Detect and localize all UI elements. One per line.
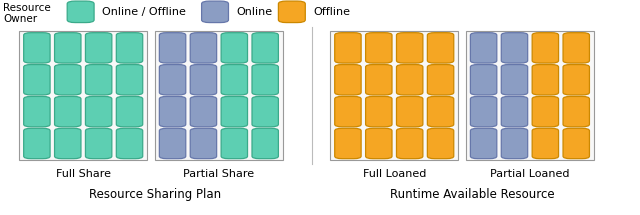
Text: Full Share: Full Share — [56, 169, 111, 179]
FancyBboxPatch shape — [428, 33, 454, 63]
FancyBboxPatch shape — [159, 33, 186, 63]
FancyBboxPatch shape — [252, 128, 278, 159]
FancyBboxPatch shape — [470, 33, 497, 63]
FancyBboxPatch shape — [532, 64, 559, 95]
FancyBboxPatch shape — [252, 64, 278, 95]
FancyBboxPatch shape — [159, 64, 186, 95]
FancyBboxPatch shape — [19, 31, 147, 160]
FancyBboxPatch shape — [278, 1, 305, 23]
FancyBboxPatch shape — [501, 64, 528, 95]
FancyBboxPatch shape — [116, 96, 143, 127]
FancyBboxPatch shape — [335, 96, 361, 127]
FancyBboxPatch shape — [330, 31, 458, 160]
FancyBboxPatch shape — [365, 33, 392, 63]
FancyBboxPatch shape — [159, 128, 186, 159]
Text: Resource Sharing Plan: Resource Sharing Plan — [90, 188, 221, 201]
FancyBboxPatch shape — [221, 64, 248, 95]
Text: Offline: Offline — [313, 7, 350, 17]
Text: Online / Offline: Online / Offline — [102, 7, 186, 17]
FancyBboxPatch shape — [221, 128, 248, 159]
FancyBboxPatch shape — [563, 128, 589, 159]
Text: Runtime Available Resource: Runtime Available Resource — [390, 188, 555, 201]
FancyBboxPatch shape — [470, 96, 497, 127]
FancyBboxPatch shape — [466, 31, 594, 160]
Text: Online: Online — [236, 7, 272, 17]
FancyBboxPatch shape — [532, 96, 559, 127]
Text: Partial Share: Partial Share — [183, 169, 255, 179]
FancyBboxPatch shape — [116, 64, 143, 95]
FancyBboxPatch shape — [24, 128, 50, 159]
FancyBboxPatch shape — [54, 64, 81, 95]
FancyBboxPatch shape — [86, 33, 112, 63]
FancyBboxPatch shape — [252, 33, 278, 63]
FancyBboxPatch shape — [116, 128, 143, 159]
FancyBboxPatch shape — [428, 96, 454, 127]
FancyBboxPatch shape — [563, 33, 589, 63]
FancyBboxPatch shape — [532, 33, 559, 63]
FancyBboxPatch shape — [221, 33, 248, 63]
FancyBboxPatch shape — [221, 96, 248, 127]
FancyBboxPatch shape — [252, 96, 278, 127]
FancyBboxPatch shape — [54, 128, 81, 159]
FancyBboxPatch shape — [501, 128, 528, 159]
FancyBboxPatch shape — [67, 1, 94, 23]
FancyBboxPatch shape — [190, 128, 216, 159]
FancyBboxPatch shape — [335, 64, 361, 95]
FancyBboxPatch shape — [24, 64, 50, 95]
FancyBboxPatch shape — [202, 1, 228, 23]
FancyBboxPatch shape — [563, 96, 589, 127]
Text: Resource
Owner: Resource Owner — [3, 3, 51, 24]
FancyBboxPatch shape — [397, 96, 423, 127]
FancyBboxPatch shape — [397, 33, 423, 63]
FancyBboxPatch shape — [501, 96, 528, 127]
FancyBboxPatch shape — [563, 64, 589, 95]
FancyBboxPatch shape — [190, 96, 216, 127]
FancyBboxPatch shape — [470, 128, 497, 159]
FancyBboxPatch shape — [54, 96, 81, 127]
FancyBboxPatch shape — [24, 96, 50, 127]
Text: Full Loaned: Full Loaned — [362, 169, 426, 179]
FancyBboxPatch shape — [397, 128, 423, 159]
FancyBboxPatch shape — [365, 64, 392, 95]
FancyBboxPatch shape — [190, 64, 216, 95]
FancyBboxPatch shape — [86, 128, 112, 159]
Text: Partial Loaned: Partial Loaned — [490, 169, 570, 179]
FancyBboxPatch shape — [24, 33, 50, 63]
FancyBboxPatch shape — [86, 96, 112, 127]
FancyBboxPatch shape — [470, 64, 497, 95]
FancyBboxPatch shape — [54, 33, 81, 63]
FancyBboxPatch shape — [116, 33, 143, 63]
FancyBboxPatch shape — [428, 128, 454, 159]
FancyBboxPatch shape — [365, 128, 392, 159]
FancyBboxPatch shape — [501, 33, 528, 63]
FancyBboxPatch shape — [335, 33, 361, 63]
FancyBboxPatch shape — [190, 33, 216, 63]
FancyBboxPatch shape — [159, 96, 186, 127]
FancyBboxPatch shape — [428, 64, 454, 95]
FancyBboxPatch shape — [397, 64, 423, 95]
FancyBboxPatch shape — [86, 64, 112, 95]
FancyBboxPatch shape — [155, 31, 283, 160]
FancyBboxPatch shape — [335, 128, 361, 159]
FancyBboxPatch shape — [532, 128, 559, 159]
FancyBboxPatch shape — [365, 96, 392, 127]
